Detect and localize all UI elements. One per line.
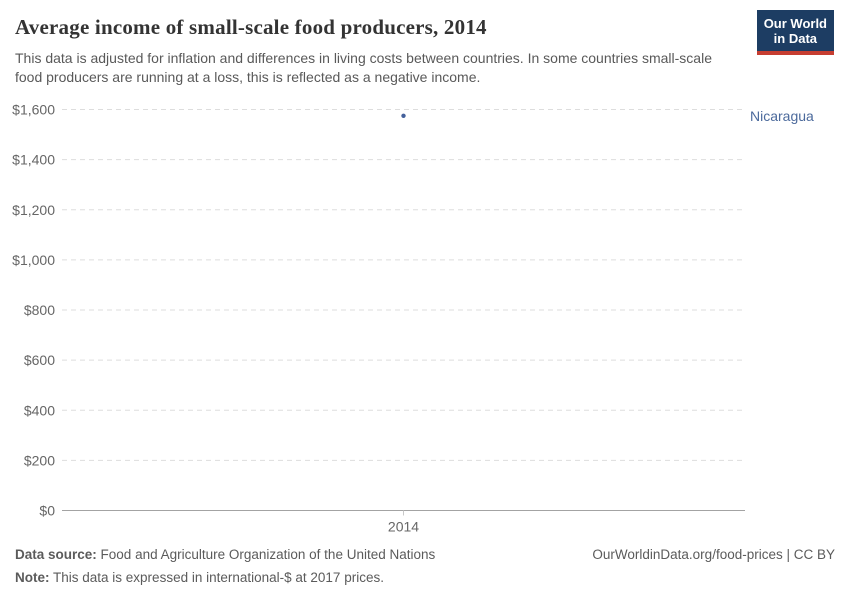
y-tick-label: $800	[24, 302, 55, 318]
y-tick-label: $1,400	[12, 152, 55, 168]
logo-text-line2: in Data	[773, 31, 818, 46]
y-tick-label: $400	[24, 402, 55, 418]
license-link[interactable]: OurWorldinData.org/food-prices | CC BY	[592, 547, 835, 562]
y-tick-label: $1,200	[12, 202, 55, 218]
y-tick-label: $200	[24, 452, 55, 468]
data-source-label: Data source:	[15, 547, 97, 562]
y-tick-label: $600	[24, 352, 55, 368]
chart-header: Average income of small-scale food produ…	[15, 15, 740, 86]
data-source-text: Food and Agriculture Organization of the…	[100, 547, 436, 562]
logo-text-line1: Our World	[763, 16, 827, 31]
owid-logo[interactable]: Our World in Data	[756, 10, 834, 55]
note-label: Note:	[15, 570, 50, 585]
note-line: Note: This data is expressed in internat…	[15, 570, 835, 585]
note-text: This data is expressed in international-…	[53, 570, 384, 585]
page-title: Average income of small-scale food produ…	[15, 15, 487, 39]
y-tick-label: $1,600	[12, 102, 55, 118]
x-tick-label: 2014	[388, 519, 419, 535]
y-tick-label: $1,000	[12, 252, 55, 268]
y-tick-label: $0	[39, 503, 55, 519]
chart-footer: Data source: Food and Agriculture Organi…	[15, 547, 835, 585]
entity-label[interactable]: Nicaragua	[750, 108, 814, 124]
data-source-line: Data source: Food and Agriculture Organi…	[15, 547, 435, 562]
chart-subtitle: This data is adjusted for inflation and …	[15, 50, 712, 85]
data-point[interactable]	[401, 113, 406, 118]
